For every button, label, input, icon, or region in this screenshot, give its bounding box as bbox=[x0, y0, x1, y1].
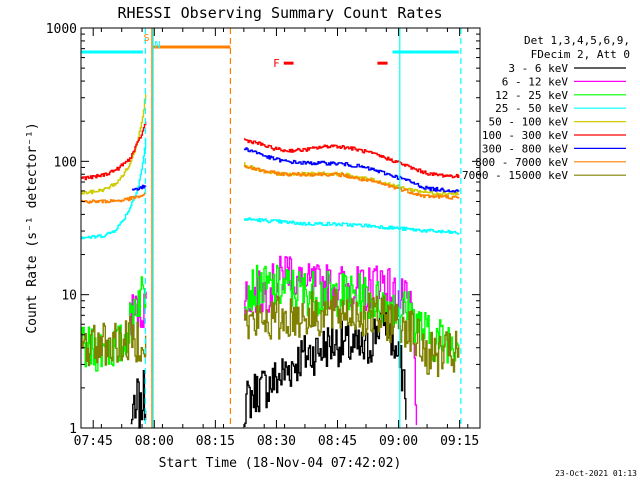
y-axis-label: Count Rate (s⁻¹ detector⁻¹) bbox=[25, 122, 40, 333]
legend-header-line: Det 1,3,4,5,6,9, bbox=[524, 34, 630, 47]
series-line-8 bbox=[243, 164, 460, 200]
legend-label: 7000 - 15000 keV bbox=[462, 169, 568, 182]
x-tick-label: 08:00 bbox=[135, 434, 174, 449]
legend-label: 25 - 50 keV bbox=[495, 102, 568, 115]
saa-label: S bbox=[143, 33, 149, 44]
series-line-4 bbox=[81, 137, 147, 240]
legend-label: 800 - 7000 keV bbox=[475, 156, 568, 169]
legend-label: 300 - 800 keV bbox=[482, 142, 568, 155]
legend: Det 1,3,4,5,6,9,FDecim 2, Att 03 - 6 keV… bbox=[462, 34, 630, 182]
y-tick-label: 1 bbox=[69, 422, 77, 437]
legend-label: 100 - 300 keV bbox=[482, 129, 568, 142]
series-line-3 bbox=[81, 276, 147, 372]
series-line-9 bbox=[81, 316, 147, 367]
x-tick-label: 08:15 bbox=[196, 434, 235, 449]
plot-markers: SN F bbox=[81, 28, 462, 428]
plot-axes: 07:45 08:00 08:15 08:30 08:45 09:00 09:15 1 10 10… bbox=[46, 22, 480, 449]
series-line-5 bbox=[243, 162, 460, 196]
legend-label: 6 - 12 keV bbox=[502, 75, 569, 88]
y-tick-label: 1000 bbox=[46, 22, 77, 37]
legend-header-line: FDecim 2, Att 0 bbox=[531, 48, 630, 61]
series-line-7 bbox=[131, 184, 147, 191]
x-tick-label: 08:45 bbox=[318, 434, 357, 449]
series-line-2 bbox=[243, 255, 418, 426]
x-tick-label: 09:00 bbox=[379, 434, 418, 449]
y-tick-label: 100 bbox=[54, 155, 77, 170]
series-line-1 bbox=[130, 370, 147, 429]
series-line-4 bbox=[243, 217, 460, 235]
legend-label: 12 - 25 keV bbox=[495, 89, 568, 102]
series-line-9 bbox=[243, 288, 460, 378]
x-tick-label: 08:30 bbox=[257, 434, 296, 449]
chart-title: RHESSI Observing Summary Count Rates bbox=[117, 4, 442, 22]
series-line-6 bbox=[81, 121, 147, 181]
series-line-7 bbox=[243, 147, 460, 193]
y-tick-label: 10 bbox=[61, 289, 77, 304]
x-tick-label: 09:15 bbox=[440, 434, 479, 449]
legend-label: 50 - 100 keV bbox=[489, 116, 569, 129]
night-label: N bbox=[154, 40, 160, 51]
legend-label: 3 - 6 keV bbox=[508, 62, 568, 75]
x-axis-label: Start Time (18-Nov-04 07:42:02) bbox=[159, 456, 402, 471]
plot-frame bbox=[80, 27, 481, 429]
plot-timestamp: 23-Oct-2021 01:13 bbox=[555, 469, 637, 478]
series-line-8 bbox=[81, 192, 147, 204]
series-line-1 bbox=[243, 295, 407, 427]
series-line-6 bbox=[243, 138, 460, 179]
flare-label: F bbox=[273, 57, 280, 70]
series-line-3 bbox=[243, 264, 460, 364]
x-tick-label: 07:45 bbox=[74, 434, 113, 449]
plot-data bbox=[81, 94, 460, 429]
